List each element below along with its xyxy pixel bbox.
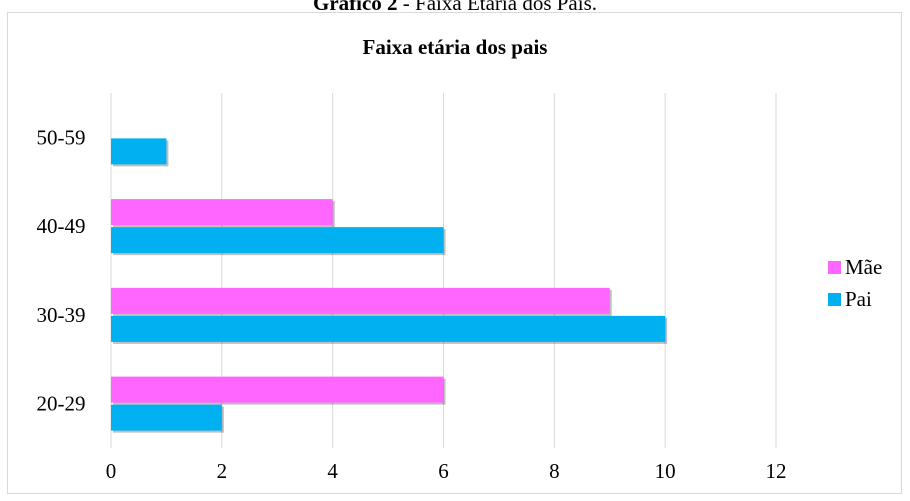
- y-tick-label: 50-59: [37, 125, 86, 149]
- y-tick-label: 20-29: [37, 392, 86, 416]
- legend-swatch-mae: [828, 260, 841, 274]
- legend-label-mae: Mãe: [845, 254, 883, 279]
- chart-title: Faixa etária dos pais: [362, 35, 548, 59]
- x-tick-label: 2: [217, 459, 228, 483]
- bar-mae-30-39: [111, 287, 610, 314]
- legend-swatch-pai: [828, 292, 841, 306]
- bar-pai-30-39: [111, 315, 666, 342]
- legend-item-mae: Mãe: [828, 251, 882, 283]
- bar-mae-20-29: [111, 376, 444, 403]
- legend-label-pai: Pai: [845, 286, 872, 311]
- x-tick-label: 8: [549, 459, 560, 483]
- x-tick-label: 10: [655, 459, 676, 483]
- y-tick-label: 40-49: [37, 214, 86, 238]
- figure-caption: Gráfico 2 - Faixa Etária dos Pais.: [0, 0, 910, 14]
- caption-text: - Faixa Etária dos Pais.: [402, 0, 598, 15]
- chart-frame: [7, 12, 902, 494]
- legend-item-pai: Pai: [828, 283, 882, 315]
- bar-pai-20-29: [111, 404, 222, 431]
- x-tick-label: 4: [327, 459, 338, 483]
- bar-pai-50-59: [111, 138, 167, 165]
- x-tick-label: 6: [438, 459, 449, 483]
- bar-mae-40-49: [111, 199, 333, 226]
- x-tick-label: 12: [766, 459, 787, 483]
- caption-label: Gráfico 2: [312, 0, 398, 15]
- legend: Mãe Pai: [828, 251, 882, 315]
- y-tick-label: 30-39: [37, 303, 86, 327]
- x-tick-label: 0: [106, 459, 117, 483]
- bar-pai-40-49: [111, 227, 444, 254]
